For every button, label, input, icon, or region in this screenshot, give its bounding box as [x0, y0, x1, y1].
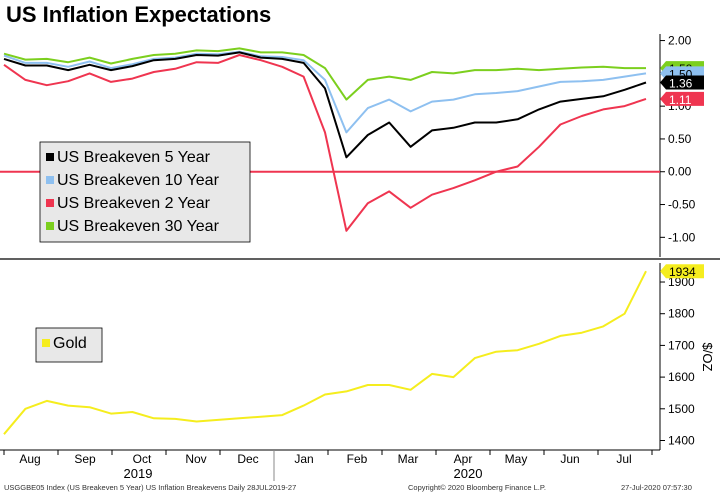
y-tick-label: 2.00: [668, 34, 692, 48]
x-tick-label-jun: Jun: [560, 452, 579, 466]
series-line-us-breakeven-2-year: [3, 54, 647, 232]
y-tick-label: 1500: [668, 402, 695, 416]
x-axis: Aug Sep Oct Nov Dec Jan Feb Mar Apr May Jun Jul 2019…: [0, 258, 720, 481]
y-tick-label: -1.00: [668, 230, 696, 244]
y-tick-label: 0.00: [668, 165, 692, 179]
last-value-tag-gold: 1934: [660, 264, 704, 279]
legend-label-us-breakeven-2-year: US Breakeven 2 Year: [57, 195, 211, 212]
x-tick-label-apr: Apr: [454, 452, 473, 466]
x-tick-label-feb: Feb: [347, 452, 368, 466]
x-tick-label-sep: Sep: [74, 452, 96, 466]
x-tick-label-mar: Mar: [398, 452, 419, 466]
year-label-2019: 2019: [124, 466, 153, 481]
legend: US Breakeven 5 Year US Breakeven 10 Year U…: [39, 141, 251, 243]
chart-title: US Inflation Expectations: [6, 2, 272, 27]
legend-label-us-breakeven-5-year: US Breakeven 5 Year: [57, 149, 211, 166]
x-tick-label-dec: Dec: [237, 452, 258, 466]
last-value-tag-bg: [660, 91, 704, 106]
footer-source: USGGBE05 Index (US Breakeven 5 Year) US …: [4, 483, 297, 492]
last-value-tag-bg: [660, 75, 704, 90]
footer-copyright: Copyright© 2020 Bloomberg Finance L.P.: [408, 483, 546, 492]
legend-swatch-us-breakeven-10-year: [46, 176, 54, 184]
y-tick-label: 1600: [668, 370, 695, 384]
legend-swatch-gold: [42, 339, 50, 347]
last-value-tag-label: 1934: [669, 265, 696, 279]
x-tick-label-oct: Oct: [133, 452, 152, 466]
legend-box: [39, 141, 251, 243]
legend-label-us-breakeven-10-year: US Breakeven 10 Year: [57, 172, 220, 189]
y-tick-label: 0.50: [668, 132, 692, 146]
legend-label-gold: Gold: [53, 335, 87, 352]
y-axis-label-gold: $/OZ: [700, 343, 715, 372]
x-tick-label-nov: Nov: [185, 452, 206, 466]
last-value-tag-us-breakeven-5-year: 1.36: [660, 75, 704, 91]
legend-swatch-us-breakeven-30-year: [46, 222, 54, 230]
last-value-tag-label: 1.11: [669, 93, 692, 107]
x-tick-label-jul: Jul: [616, 452, 631, 466]
footer-timestamp: 27-Jul-2020 07:57:30: [621, 483, 692, 492]
footer: USGGBE05 Index (US Breakeven 5 Year) US …: [0, 481, 720, 493]
legend: Gold: [35, 327, 103, 363]
legend-label-us-breakeven-30-year: US Breakeven 30 Year: [57, 218, 220, 235]
bottom-panel: 1900 1800 1700 1600 1500 1400 1934 Gold $/OZ: [3, 263, 715, 450]
series-line-us-breakeven-10-year: [3, 50, 647, 134]
y-tick-label: -0.50: [668, 198, 696, 212]
top-panel: 2.001.501.000.500.00-0.50-1.001.581.111.…: [0, 34, 704, 257]
y-tick-label: 1900: [668, 275, 695, 289]
year-label-2020: 2020: [454, 466, 483, 481]
legend-swatch-us-breakeven-5-year: [46, 153, 54, 161]
series-line-gold: [3, 270, 647, 435]
series-line-us-breakeven-30-year: [3, 47, 646, 101]
legend-swatch-us-breakeven-2-year: [46, 199, 54, 207]
last-value-tag-label: 1.36: [669, 77, 693, 91]
x-tick-label-jan: Jan: [294, 452, 313, 466]
last-value-tag-us-breakeven-2-year: 1.11: [660, 91, 704, 107]
x-tick-label-may: May: [505, 452, 528, 466]
series-line-us-breakeven-5-year: [3, 51, 647, 159]
y-tick-label: 1700: [668, 338, 695, 352]
y-tick-label: 1800: [668, 307, 695, 321]
last-value-tag-bg: [660, 264, 704, 279]
y-tick-label: 1400: [668, 433, 695, 447]
x-tick-label-aug: Aug: [19, 452, 40, 466]
